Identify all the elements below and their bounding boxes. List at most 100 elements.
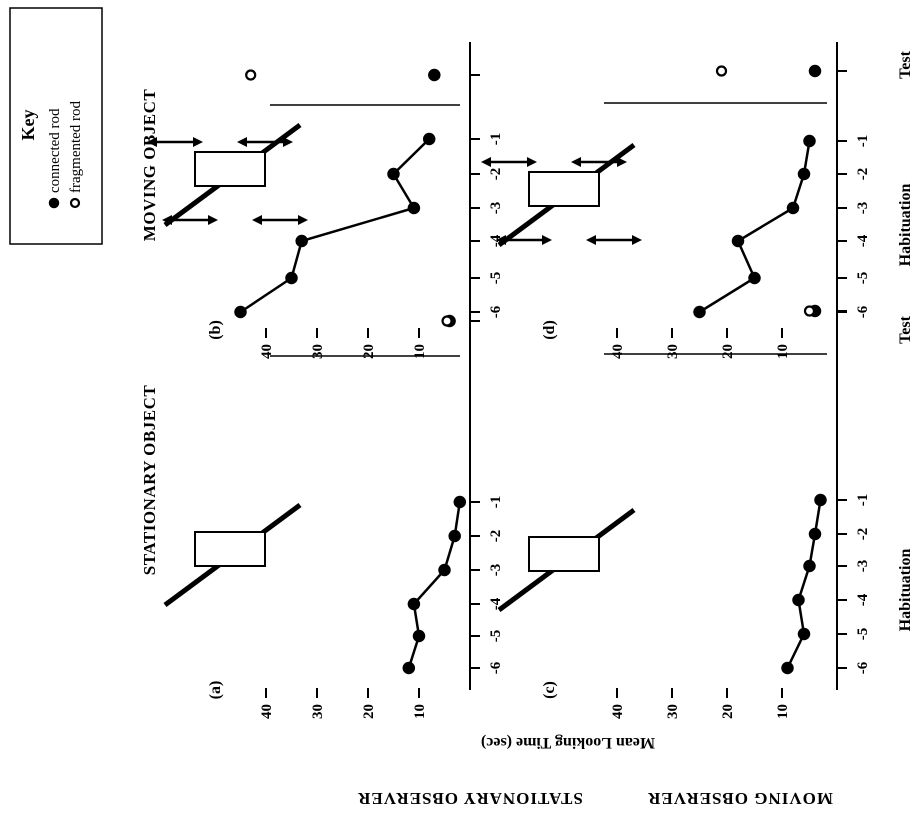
arrowhead-icon [617, 157, 627, 167]
column-title-moving-object: MOVING OBJECT [140, 89, 159, 242]
panel-label: (b) [207, 320, 224, 340]
x-tick-label: -5 [488, 272, 504, 285]
habituation-point [808, 527, 822, 541]
x-tick-label: -1 [488, 133, 504, 146]
arrowhead-icon [237, 137, 247, 147]
y-tick-label: 20 [361, 704, 377, 719]
panel-label: (c) [541, 681, 558, 699]
habituation-line [698, 140, 811, 314]
y-tick-label: 20 [720, 344, 736, 359]
rod-box-icon [163, 502, 302, 608]
panel-label: (a) [207, 681, 224, 700]
habituation-point [412, 629, 426, 643]
y-tick-label: 10 [412, 704, 428, 719]
key-marker-connected [48, 197, 60, 209]
x-tick-label: -5 [488, 630, 504, 643]
panels: 10 20 30 40 -6 -5 -4 -3 -2 -1 (a) 10 20 30 40 -6 -5 -4 -3 -… [147, 42, 871, 719]
habituation-point [234, 305, 247, 319]
arrowhead-icon [193, 137, 203, 147]
arrowhead-icon [632, 235, 642, 245]
habituation-point [438, 563, 451, 577]
rod-box-icon [497, 507, 636, 613]
habituation-point [285, 271, 298, 285]
x-tick-label: -5 [855, 628, 871, 641]
y-tick-label: 10 [775, 704, 791, 719]
x-tick-label: -3 [855, 202, 871, 215]
arrowhead-icon [571, 157, 581, 167]
habituation-point [387, 167, 400, 181]
x-tick-label: -1 [855, 494, 871, 507]
x-tick-label: -2 [488, 530, 504, 543]
habituation-point [453, 495, 467, 509]
y-tick-label: 40 [610, 344, 626, 359]
habituation-point [803, 134, 816, 148]
arrowhead-icon [496, 235, 506, 245]
key-marker-fragmented [69, 197, 81, 209]
habituation-point [781, 661, 794, 675]
habituation-point [797, 167, 811, 181]
occluder-icon [528, 171, 600, 207]
test-point-connected [808, 64, 822, 78]
test-point-fragmented [245, 69, 257, 81]
habituation-point [792, 593, 805, 607]
arrowhead-icon [586, 235, 596, 245]
arrowhead-icon [252, 215, 262, 225]
occluder-icon [528, 536, 600, 572]
x-axis-label-test-right: Test [897, 50, 914, 79]
arrowhead-icon [542, 235, 552, 245]
rod-box-icon [481, 142, 642, 248]
habituation-point [803, 559, 816, 573]
habituation-line [407, 501, 462, 669]
x-axis-label-habituation-right: Habituation [897, 184, 914, 267]
test-point-fragmented [715, 65, 728, 77]
habituation-point [407, 201, 421, 215]
habituation-point [422, 132, 436, 146]
x-tick-label: -6 [488, 661, 504, 674]
rod-box-icon [147, 122, 308, 228]
arrowhead-icon [481, 157, 491, 167]
x-axis-label-test-left: Test [897, 315, 914, 344]
habituation-point [797, 627, 811, 641]
habituation-point [407, 597, 421, 611]
habituation-point [731, 234, 745, 248]
x-tick-label: -6 [855, 661, 871, 674]
y-tick-label: 20 [720, 704, 736, 719]
y-tick-label: 10 [775, 344, 791, 359]
key: Key connected rod fragmented rod [9, 7, 103, 245]
habituation-point [295, 234, 308, 248]
test-point-connected [428, 68, 441, 82]
x-tick-label: -3 [488, 202, 504, 215]
habituation-line [786, 499, 822, 669]
row-title-stationary-observer: STATIONARY OBSERVER [357, 789, 583, 808]
y-tick-label: 30 [665, 704, 681, 719]
y-axis-label: Mean Looking Time (sec) [481, 734, 655, 751]
y-tick-label: 40 [610, 704, 626, 719]
x-tick-label: -4 [855, 234, 871, 247]
y-tick-label: 10 [412, 344, 428, 359]
panel-label: (d) [541, 320, 558, 340]
habituation-point [786, 201, 800, 215]
y-tick-label: 20 [361, 344, 377, 359]
x-tick-label: -1 [488, 496, 504, 509]
key-title: Key [18, 110, 38, 141]
panel-c: 10 20 30 40 -6 -5 -4 -3 -2 -1 (c) [497, 282, 871, 719]
arrowhead-icon [283, 137, 293, 147]
x-tick-label: -2 [488, 168, 504, 181]
habituation-point [402, 661, 416, 675]
habituation-point [814, 493, 827, 507]
x-tick-label: -4 [855, 593, 871, 606]
y-tick-label: 30 [665, 344, 681, 359]
habituation-point [448, 529, 461, 543]
y-tick-label: 40 [259, 704, 275, 719]
x-tick-label: -2 [855, 168, 871, 181]
column-title-stationary-object: STATIONARY OBJECT [140, 385, 159, 576]
arrowhead-icon [527, 157, 537, 167]
panel-d: 10 20 30 40 -6 -5 -4 -3 -2 -1 (d) [481, 42, 871, 359]
x-tick-label: -3 [488, 564, 504, 577]
key-label-fragmented: fragmented rod [68, 100, 84, 193]
arrowhead-icon [208, 215, 218, 225]
x-tick-label: -6 [488, 305, 504, 318]
